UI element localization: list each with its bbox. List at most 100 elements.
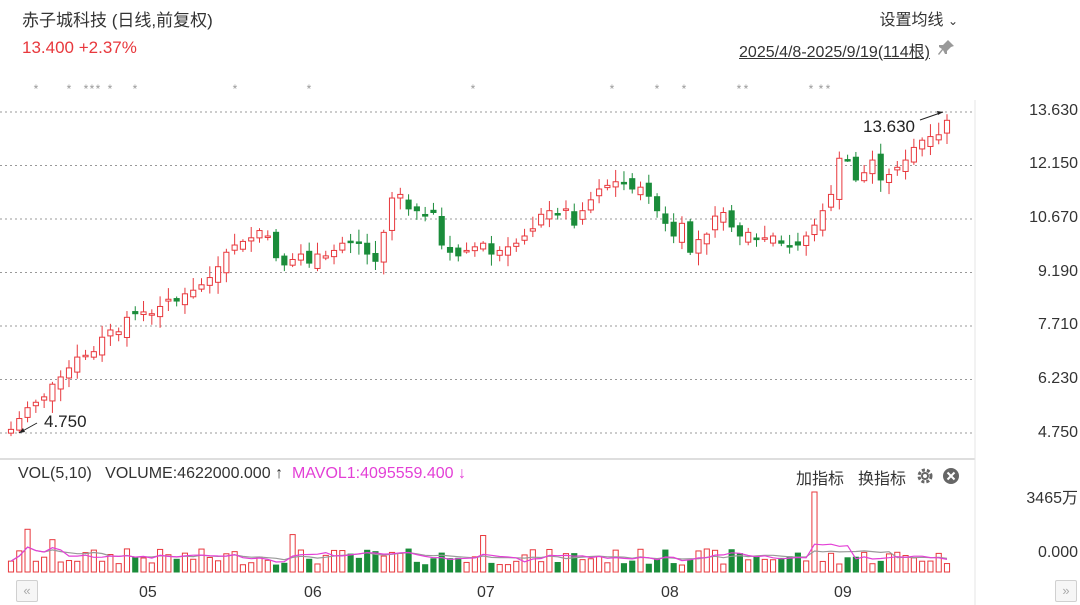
volume-bar: [538, 561, 545, 573]
candle-body: [753, 237, 760, 241]
candle-body: [736, 225, 743, 237]
volume-bar: [223, 553, 230, 573]
candle-body: [380, 231, 387, 263]
volume-bar: [297, 549, 304, 573]
volume-bar: [471, 556, 478, 573]
volume-bar: [554, 561, 561, 573]
volume-bar: [372, 551, 379, 573]
candle-body: [297, 253, 304, 261]
date-range-link[interactable]: 2025/4/8-2025/9/19(114根): [739, 44, 930, 61]
event-marker-icon: *: [826, 82, 831, 96]
candle-body: [654, 196, 661, 212]
candle-body: [513, 242, 520, 247]
price-annotations: 4.750 13.630: [18, 111, 944, 434]
volume-bar: [99, 560, 106, 573]
y-tick-label: 10.670: [1029, 209, 1078, 226]
page-title: 赤子城科技 (日线,前复权): [22, 11, 213, 30]
candle-body: [256, 230, 263, 239]
volume-bar: [115, 563, 122, 573]
candle-body: [637, 186, 644, 196]
candle-body: [405, 199, 412, 210]
volume-bar: [869, 563, 876, 573]
volume-value: VOLUME:4622000.000: [105, 465, 271, 482]
candle-body: [248, 237, 255, 242]
volume-bar: [148, 562, 155, 573]
candle-body: [132, 311, 139, 315]
volume-min-label: 0.000: [1037, 544, 1078, 561]
candle-body: [115, 331, 122, 336]
volume-bar: [281, 562, 288, 573]
change-indicator-button[interactable]: 换指标: [857, 471, 906, 488]
volume-bar: [778, 557, 785, 573]
gear-icon[interactable]: [916, 467, 934, 485]
candle-body: [720, 211, 727, 223]
volume-bar: [513, 560, 520, 573]
candle-body: [712, 215, 719, 231]
candle-body: [57, 376, 64, 390]
price-change-line: 13.400 +2.37%: [22, 38, 137, 58]
candle-body: [852, 156, 859, 181]
candle-body: [372, 252, 379, 262]
volume-bar: [264, 559, 271, 573]
chevron-double-left-icon[interactable]: «: [16, 580, 38, 602]
volume-bar: [330, 549, 338, 573]
y-tick-label: 7.710: [1037, 316, 1078, 333]
candle-body: [786, 245, 793, 248]
volume-bar: [529, 549, 536, 573]
volume-bar: [248, 562, 255, 573]
volume-bar: [74, 560, 81, 573]
volume-bar: [496, 564, 503, 573]
volume-bar: [132, 556, 139, 573]
set-ma-label: 设置均线: [879, 12, 944, 29]
candle-body: [289, 258, 296, 266]
x-tick-label: 08: [661, 584, 679, 601]
candle-body: [231, 244, 238, 251]
y-tick-label: 9.190: [1037, 263, 1078, 280]
y-tick-label: 12.150: [1029, 155, 1078, 172]
low-arrowhead: [19, 428, 25, 433]
event-marker-icon: *: [67, 82, 72, 96]
candle-body: [538, 213, 545, 226]
volume-bar: [745, 559, 752, 573]
volume-bar: [480, 535, 487, 573]
volume-bar: [852, 556, 859, 573]
candle-body: [480, 242, 487, 250]
volume-bar: [347, 553, 354, 573]
candle-body: [803, 235, 810, 246]
close-icon[interactable]: [942, 467, 960, 485]
chevron-double-right-icon[interactable]: »: [1055, 580, 1077, 602]
add-indicator-button[interactable]: 加指标: [795, 471, 844, 488]
event-marker-icon: *: [819, 82, 824, 96]
volume-bar: [488, 562, 495, 573]
volume-bar: [380, 555, 387, 573]
candle-body: [811, 224, 818, 236]
volume-bar: [107, 554, 114, 573]
volume-bar: [769, 559, 777, 573]
volume-arrow: ↑: [275, 465, 284, 482]
volume-bar: [215, 560, 222, 573]
candle-body: [272, 231, 280, 259]
candle-body: [504, 246, 512, 256]
candle-body: [215, 266, 222, 283]
volume-bar: [753, 555, 760, 573]
candle-body: [388, 197, 396, 231]
volume-bar: [836, 563, 843, 573]
volume-bar: [339, 550, 346, 573]
candle-body: [662, 213, 669, 224]
candle-body: [778, 240, 785, 244]
candle-body: [206, 277, 213, 286]
volume-bar: [819, 560, 826, 573]
volume-bar: [32, 560, 39, 573]
event-marker-icon: *: [307, 82, 312, 96]
event-marker-icon: *: [84, 82, 89, 96]
pin-icon[interactable]: [936, 38, 956, 58]
candle-body: [330, 249, 338, 258]
volume-bar: [24, 528, 31, 573]
candle-body: [32, 401, 39, 407]
volume-bar: [844, 557, 851, 573]
event-marker-icon: *: [471, 82, 476, 96]
volume-bar: [662, 549, 669, 573]
candle-body: [140, 311, 147, 315]
candle-body: [670, 221, 677, 237]
set-ma-button[interactable]: 设置均线 ⌄: [879, 6, 958, 30]
